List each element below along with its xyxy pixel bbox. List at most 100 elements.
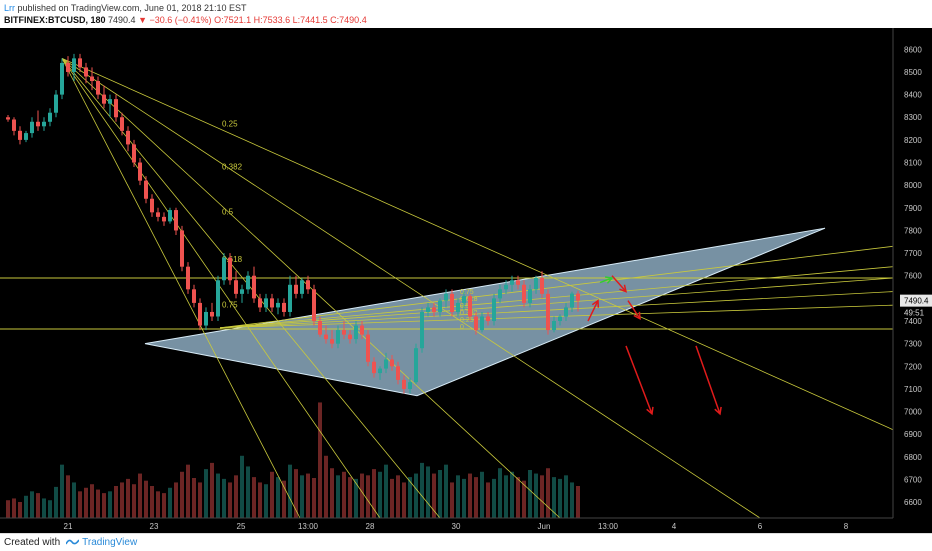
fib-level-label: 0.75	[222, 300, 238, 309]
fib-level-label: 0.618	[222, 255, 243, 264]
price-tick-label: 6700	[904, 476, 922, 485]
volume-bar	[210, 462, 214, 518]
price-tick-label: 6800	[904, 453, 922, 462]
volume-bar	[114, 486, 118, 518]
candle-body	[330, 339, 334, 344]
volume-bar	[456, 475, 460, 518]
time-tick-label: 23	[150, 522, 159, 531]
tradingview-logo-icon	[66, 539, 80, 545]
candle-body	[240, 289, 244, 294]
volume-bar	[468, 473, 472, 518]
candle-body	[498, 289, 502, 299]
volume-bar	[282, 480, 286, 518]
volume-bar	[138, 473, 142, 518]
fib-small-label: 0.5	[460, 303, 470, 310]
down-arrow-head	[591, 299, 600, 308]
fib-level-label: 0.25	[222, 119, 238, 128]
volume-bar	[216, 473, 220, 518]
candle-body	[126, 130, 130, 145]
volume-bar	[564, 475, 568, 518]
price-chart[interactable]: 0.250.3820.50.6180.750.750.6180.50.3820.…	[0, 28, 932, 533]
volume-bar	[66, 475, 70, 518]
volume-bar	[174, 482, 178, 518]
fib-fan-line	[61, 58, 381, 519]
candle-body	[390, 359, 394, 367]
volume-bar	[48, 500, 52, 518]
candle-body	[312, 289, 316, 322]
candle-body	[372, 361, 376, 374]
countdown-label: 49:51	[904, 309, 925, 318]
candle-body	[528, 289, 532, 303]
chart-area[interactable]: 0.250.3820.50.6180.750.750.6180.50.3820.…	[0, 28, 932, 533]
fib-level-label: 0.382	[222, 162, 243, 171]
volume-bar	[36, 493, 40, 518]
down-arrow-head	[633, 311, 641, 321]
price-tick-label: 6900	[904, 430, 922, 439]
candle-body	[246, 275, 250, 290]
author-name[interactable]: Lrr	[4, 3, 15, 13]
candle-body	[384, 359, 388, 369]
volume-bar	[312, 478, 316, 518]
time-tick-label: 21	[64, 522, 73, 531]
volume-bar	[186, 464, 190, 518]
price-tick-label: 7200	[904, 362, 922, 371]
volume-bar	[162, 493, 166, 518]
candle-body	[366, 334, 370, 362]
ohlc-values: O:7521.1 H:7533.6 L:7441.5 C:7490.4	[214, 15, 367, 25]
volume-bar	[108, 491, 112, 518]
volume-bars	[6, 402, 580, 518]
candle-body	[336, 330, 340, 344]
candle-body	[420, 311, 424, 349]
fib-fan-line	[61, 58, 441, 519]
candle-body	[288, 284, 292, 312]
fib-fan-line	[219, 266, 894, 329]
volume-bar	[102, 493, 106, 518]
price-tick-label: 7300	[904, 340, 922, 349]
volume-bar	[528, 470, 532, 518]
volume-bar	[144, 480, 148, 518]
candle-body	[570, 293, 574, 308]
candle-body	[108, 99, 112, 104]
volume-bar	[432, 473, 436, 518]
volume-bar	[156, 491, 160, 518]
chart-header: Lrr published on TradingView.com, June 0…	[0, 0, 932, 28]
tradingview-brand[interactable]: TradingView	[82, 537, 138, 548]
down-arrow-head	[619, 284, 628, 293]
price-tick-label: 8200	[904, 136, 922, 145]
time-tick-label: 6	[758, 522, 763, 531]
volume-bar	[246, 466, 250, 518]
volume-bar	[72, 482, 76, 518]
up-arrow-head	[604, 276, 614, 284]
time-tick-label: Jun	[538, 522, 551, 531]
candle-body	[222, 257, 226, 281]
candle-body	[96, 81, 100, 95]
fib-fan-line	[61, 58, 761, 519]
candle-body	[438, 300, 442, 312]
volume-bar	[60, 464, 64, 518]
price-tick-label: 8500	[904, 68, 922, 77]
candle-body	[258, 298, 262, 308]
volume-bar	[366, 475, 370, 518]
candle-body	[12, 119, 16, 131]
created-text: Created with	[4, 537, 61, 548]
volume-bar	[12, 498, 16, 518]
candle-body	[138, 162, 142, 181]
down-arrow-head	[646, 406, 654, 416]
volume-bar	[126, 478, 130, 518]
candle-body	[78, 58, 82, 68]
candle-body	[294, 284, 298, 294]
volume-bar	[18, 502, 22, 518]
fib-fan-line	[61, 58, 894, 431]
candle-body	[66, 62, 70, 72]
candle-body	[510, 280, 514, 285]
time-tick-label: 8	[844, 522, 849, 531]
time-axis[interactable]: 21 23 25 13:00 28 30 Jun 13:00 4 6 8	[0, 517, 893, 531]
time-tick-label: 13:00	[598, 522, 619, 531]
fib-small-label: 0.75	[460, 289, 474, 296]
candle-body	[84, 67, 88, 77]
candle-body	[378, 368, 382, 374]
volume-bar	[240, 455, 244, 518]
candle-body	[558, 316, 562, 322]
volume-bar	[414, 473, 418, 518]
price-axis[interactable]: 6600670068006900700071007200730074007500…	[892, 28, 932, 518]
